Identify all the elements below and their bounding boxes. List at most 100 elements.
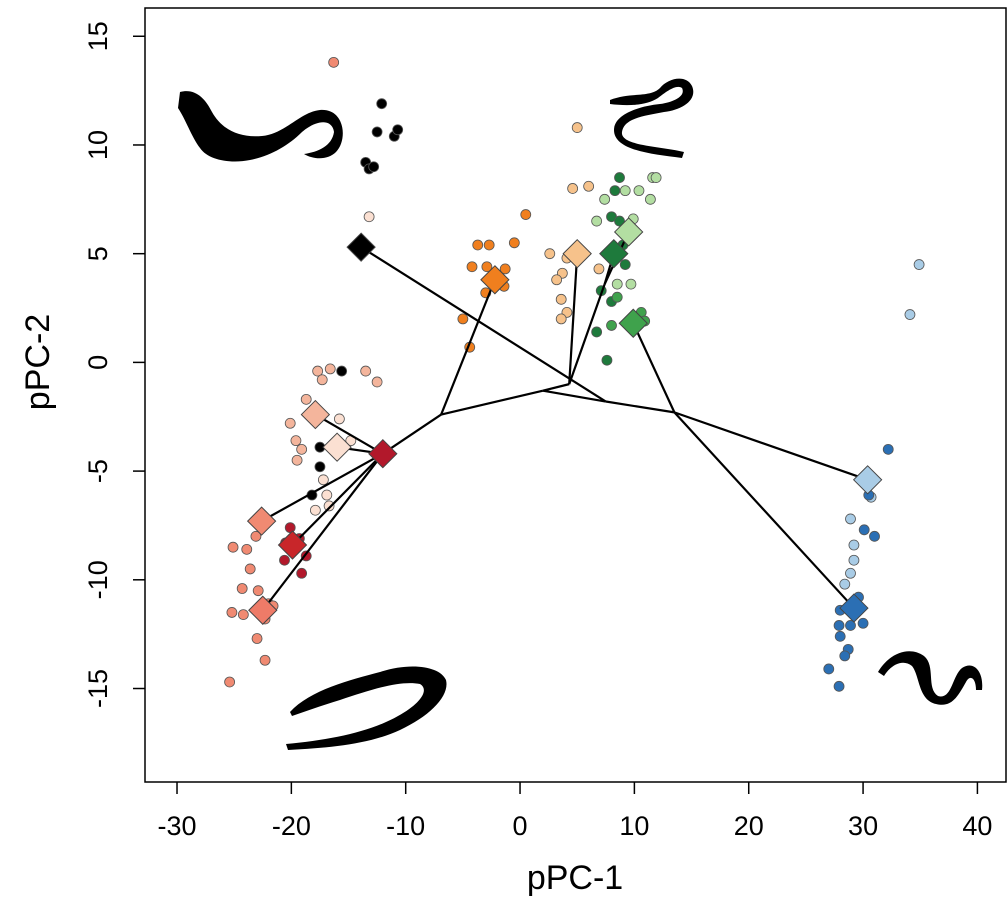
point <box>845 567 856 579</box>
point <box>227 541 239 553</box>
point <box>882 443 894 455</box>
tree-branch <box>360 246 607 403</box>
point <box>614 172 625 183</box>
point <box>336 365 348 377</box>
x-tick-label: 0 <box>513 811 528 841</box>
point <box>300 393 312 405</box>
tree-branch <box>261 452 384 523</box>
point <box>823 663 835 675</box>
point <box>237 609 249 620</box>
x-tick-label: -10 <box>386 811 425 841</box>
point <box>226 607 238 618</box>
point <box>241 543 253 555</box>
point <box>571 122 583 133</box>
point <box>591 215 603 227</box>
point <box>371 126 383 138</box>
point <box>858 524 870 536</box>
point <box>323 500 335 512</box>
point <box>481 261 493 273</box>
point <box>250 530 262 542</box>
point <box>309 504 321 516</box>
point <box>593 263 605 275</box>
point <box>236 583 248 594</box>
tree-branch <box>440 279 496 415</box>
point <box>371 376 383 388</box>
point <box>368 161 380 173</box>
point <box>457 313 469 325</box>
tree-branch <box>382 413 442 455</box>
point <box>869 530 880 542</box>
point <box>614 215 625 227</box>
point <box>555 313 567 325</box>
point <box>290 435 302 447</box>
species-mean <box>618 308 648 338</box>
x-tick-label: 20 <box>734 811 764 841</box>
x-axis-label: pPC-1 <box>527 859 623 897</box>
point <box>839 650 851 662</box>
tree-branch <box>440 389 544 416</box>
point <box>312 365 324 377</box>
point <box>567 183 579 194</box>
point <box>392 124 404 136</box>
species-mean <box>322 432 352 462</box>
point <box>321 489 333 501</box>
snake-silhouette <box>878 651 983 705</box>
point <box>845 513 856 525</box>
point <box>834 630 846 642</box>
point <box>625 278 637 290</box>
point <box>551 274 563 286</box>
point <box>333 413 345 425</box>
point <box>296 567 308 579</box>
point <box>376 98 388 110</box>
point <box>472 239 484 251</box>
tree-branch <box>605 400 675 414</box>
y-tick-label: -10 <box>83 560 113 599</box>
tree-branch <box>632 322 676 413</box>
x-tick-label: -20 <box>272 811 311 841</box>
point <box>483 239 495 251</box>
point <box>599 193 611 205</box>
x-tick-label: 10 <box>619 811 649 841</box>
point <box>633 185 645 197</box>
point <box>508 237 520 249</box>
point <box>848 554 860 566</box>
species-mean <box>346 232 376 262</box>
point <box>296 443 308 455</box>
point <box>284 417 296 429</box>
y-tick-label: 0 <box>83 355 113 370</box>
point <box>606 320 617 331</box>
point <box>251 633 263 644</box>
silhouettes <box>178 78 983 750</box>
point <box>252 585 264 597</box>
point <box>601 354 613 366</box>
species-mean <box>248 595 278 625</box>
tree-branch <box>261 453 384 611</box>
y-tick-label: 10 <box>83 130 113 160</box>
point <box>360 365 372 377</box>
species-mean <box>480 265 510 295</box>
point <box>555 293 567 305</box>
point <box>499 263 511 275</box>
x-tick-label: 40 <box>962 811 992 841</box>
point <box>833 680 845 692</box>
point <box>619 185 631 197</box>
species-mean <box>277 530 308 560</box>
tree-branch <box>673 411 855 609</box>
x-tick-label: -30 <box>158 811 197 841</box>
point <box>848 539 860 551</box>
species-mean <box>562 238 592 269</box>
point <box>857 617 869 629</box>
plot-box <box>144 7 1007 783</box>
eel-silhouette <box>610 78 694 158</box>
point <box>466 261 478 273</box>
tree-branch <box>674 411 869 481</box>
point <box>583 180 595 192</box>
point <box>328 56 340 68</box>
point <box>520 209 532 220</box>
tree-branch <box>291 452 384 546</box>
lizard-silhouette <box>178 91 343 162</box>
point <box>833 620 845 631</box>
species-mean <box>300 399 331 430</box>
